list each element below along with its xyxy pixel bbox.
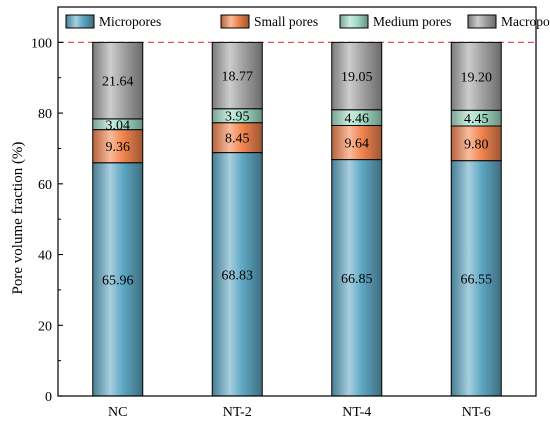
- legend-label: Micropores: [99, 14, 161, 29]
- data-label: 18.77: [222, 70, 254, 85]
- legend-swatch: [467, 14, 497, 29]
- y-tick-label: 80: [38, 107, 52, 122]
- legend: Micropores Small pores Medium pores Macropo…: [65, 14, 550, 29]
- bar-segment-micropores-nc: [92, 162, 144, 397]
- legend-swatch: [220, 14, 250, 29]
- bar-segment-macropores-nc: [92, 41, 144, 120]
- y-axis-label: Pore volume fraction (%): [10, 142, 26, 295]
- legend-label: Small pores: [254, 14, 318, 29]
- data-label: 9.64: [345, 137, 370, 152]
- x-tick-label: NT-2: [223, 405, 252, 420]
- data-label: 66.85: [341, 272, 373, 287]
- data-label: 66.55: [461, 272, 493, 287]
- data-label: 19.05: [341, 70, 373, 85]
- y-tick-label: 100: [31, 36, 52, 51]
- legend-label: Macropores: [501, 14, 550, 29]
- x-tick-label: NT-4: [342, 405, 371, 420]
- legend-swatch: [339, 14, 369, 29]
- data-label: 21.64: [102, 75, 134, 90]
- legend-swatch: [65, 14, 95, 29]
- bar-segment-small-pores-nt-6: [450, 125, 502, 162]
- data-label: 3.04: [106, 118, 131, 133]
- y-tick-label: 40: [38, 249, 52, 264]
- data-label: 68.83: [222, 268, 254, 283]
- data-label: 9.36: [106, 140, 131, 155]
- data-label: 9.80: [464, 137, 489, 152]
- data-label: 65.96: [102, 273, 134, 288]
- data-label: 4.45: [464, 112, 489, 127]
- bar-segment-macropores-nt-4: [331, 41, 383, 111]
- x-tick-label: NC: [108, 405, 127, 420]
- plot-frame: [57, 6, 537, 397]
- y-tick-label: 20: [38, 319, 52, 334]
- bar-segment-macropores-nt-2: [211, 41, 263, 110]
- data-label: 4.46: [345, 112, 370, 127]
- data-label: 19.20: [461, 70, 493, 85]
- x-tick-label: NT-6: [462, 405, 491, 420]
- y-tick-label: 0: [45, 390, 52, 405]
- plot-area: 65.96 9.36 3.04 21.64 68.83 8.45 3.95 18.77 66.8…: [58, 41, 536, 397]
- bar-segment-micropores-nt-2: [211, 152, 263, 397]
- axes: 0 20 40 60 80 100 NC NT-2 NT-4 NT-6: [31, 6, 537, 420]
- y-tick-label: 60: [38, 178, 52, 193]
- bar-segment-small-pores-nc: [92, 129, 144, 164]
- data-label: 3.95: [225, 110, 250, 125]
- bar-segment-micropores-nt-4: [331, 159, 383, 397]
- legend-label: Medium pores: [373, 14, 451, 29]
- data-label: 8.45: [225, 132, 250, 147]
- bar-segment-macropores-nt-6: [450, 41, 502, 111]
